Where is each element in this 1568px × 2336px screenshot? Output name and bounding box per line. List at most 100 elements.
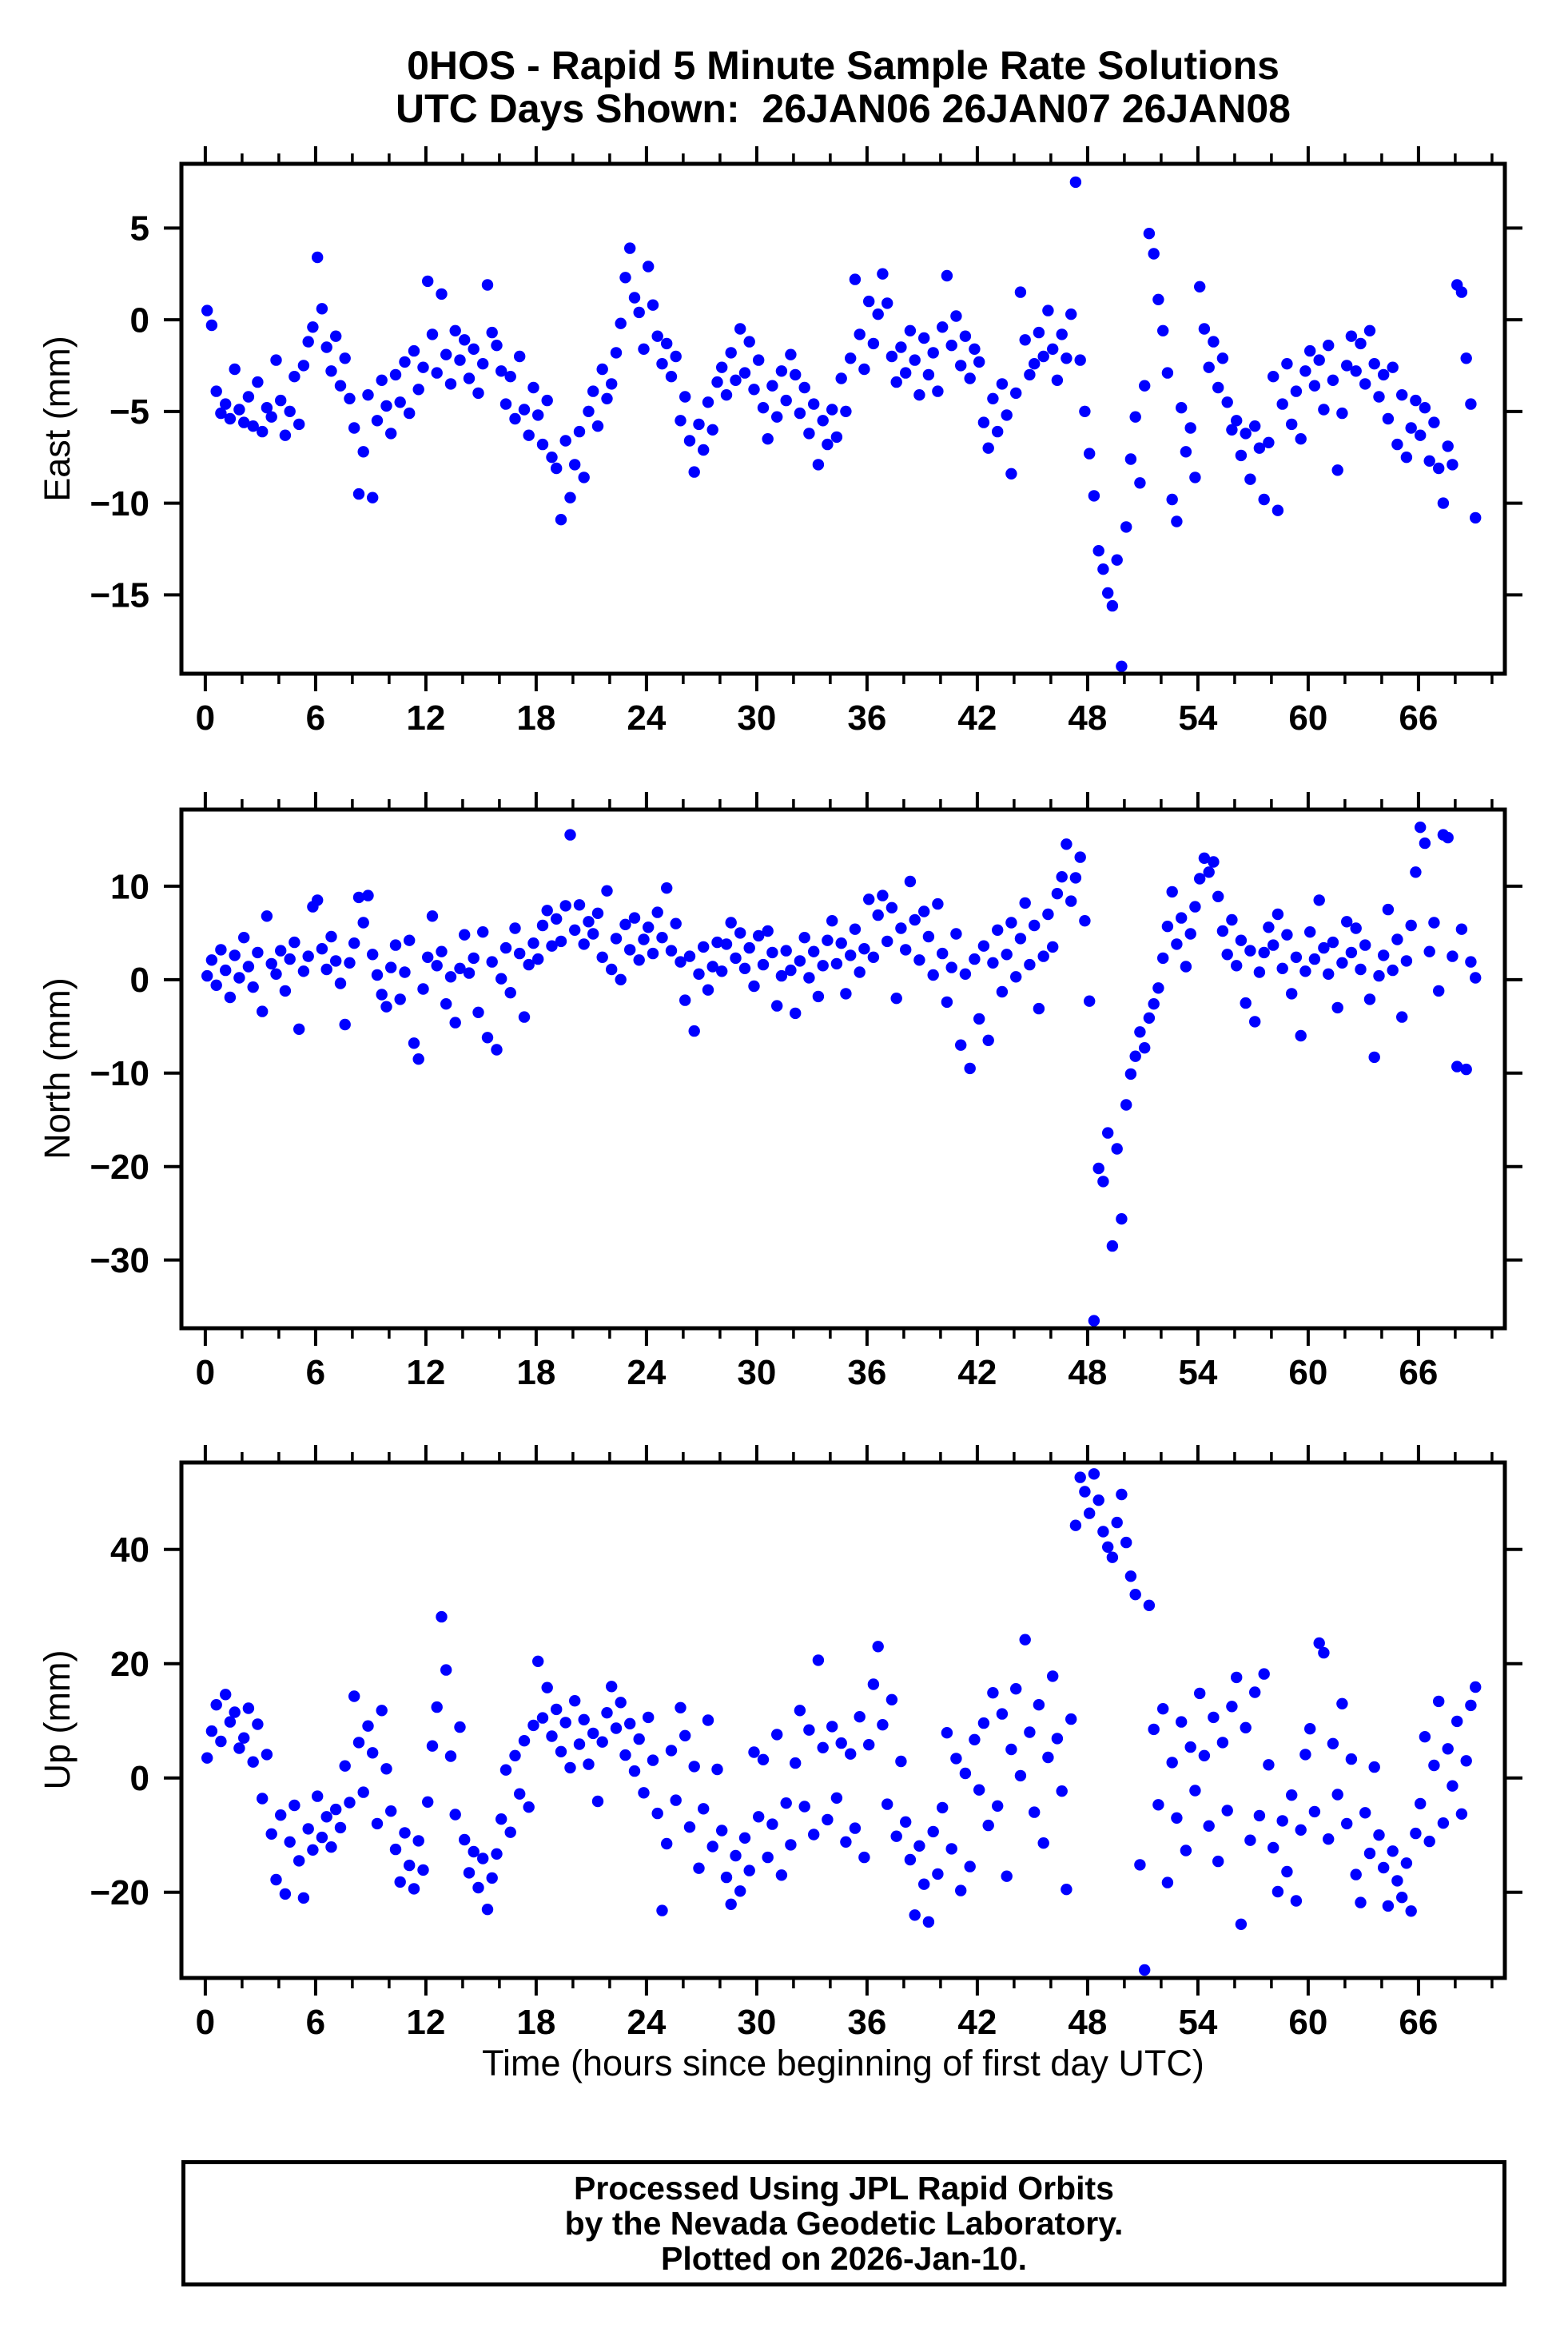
data-point	[675, 415, 686, 427]
data-point	[1336, 1697, 1348, 1709]
data-point	[509, 412, 521, 425]
data-point	[1194, 873, 1206, 885]
data-point	[1010, 971, 1022, 983]
data-point	[509, 1749, 521, 1761]
data-point	[422, 275, 434, 288]
data-point	[1194, 281, 1206, 292]
data-point	[477, 1852, 489, 1864]
data-point	[987, 1687, 999, 1699]
data-point	[1470, 972, 1482, 984]
data-point	[252, 1718, 264, 1730]
data-point	[376, 374, 388, 386]
data-point	[1005, 917, 1017, 929]
data-point	[1323, 340, 1335, 352]
data-point	[468, 952, 480, 965]
data-point	[734, 1885, 746, 1897]
data-point	[1065, 308, 1077, 320]
x-tick-label: 42	[957, 2003, 997, 2042]
data-point	[1400, 1857, 1413, 1869]
data-point	[785, 1839, 797, 1851]
data-point	[316, 943, 328, 955]
data-point	[578, 938, 590, 950]
data-point	[1231, 1671, 1243, 1684]
data-point	[1410, 394, 1422, 407]
data-point	[1290, 385, 1303, 397]
data-point	[569, 459, 581, 471]
data-point	[638, 1787, 650, 1799]
data-point	[591, 1795, 604, 1808]
data-point	[412, 1835, 424, 1847]
data-point	[1240, 997, 1252, 1009]
data-point	[1180, 1845, 1192, 1856]
plot-title: 0HOS - Rapid 5 Minute Sample Rate Soluti…	[407, 43, 1279, 88]
data-point	[794, 1705, 806, 1717]
data-point	[532, 409, 544, 421]
data-point	[261, 910, 273, 922]
data-point	[399, 1827, 411, 1839]
data-point	[1382, 903, 1395, 916]
data-point	[339, 1018, 351, 1031]
data-point	[1382, 1900, 1395, 1912]
data-point	[344, 392, 356, 404]
data-point	[1088, 490, 1100, 502]
data-point	[367, 949, 379, 961]
data-point	[1299, 1749, 1311, 1761]
data-point	[794, 407, 806, 420]
data-point	[817, 1741, 829, 1753]
data-point	[1258, 1668, 1270, 1680]
data-point	[312, 894, 324, 906]
data-point	[794, 955, 806, 967]
data-point	[205, 954, 218, 966]
data-point	[289, 936, 300, 949]
data-point	[463, 967, 476, 979]
data-point	[941, 269, 953, 282]
data-point	[817, 415, 829, 427]
data-point	[546, 940, 558, 952]
data-point	[840, 405, 852, 417]
data-point	[900, 367, 912, 379]
data-point	[536, 1712, 549, 1724]
data-point	[808, 945, 820, 957]
data-point	[279, 1888, 292, 1900]
data-point	[297, 965, 310, 977]
data-point	[1157, 952, 1169, 965]
data-point	[1318, 404, 1330, 416]
data-point	[716, 1825, 728, 1837]
data-point	[459, 929, 471, 941]
data-point	[1029, 1806, 1041, 1818]
data-point	[803, 972, 815, 984]
data-point	[798, 381, 810, 394]
data-point	[730, 374, 742, 386]
data-point	[408, 1883, 420, 1895]
data-point	[927, 1825, 939, 1838]
data-point	[1313, 1637, 1325, 1650]
data-point	[1359, 378, 1371, 390]
data-point	[1037, 1837, 1049, 1849]
data-point	[734, 323, 746, 335]
data-point	[743, 1864, 755, 1876]
data-point	[1268, 371, 1279, 383]
data-point	[320, 1811, 332, 1823]
data-point	[591, 420, 604, 432]
data-point	[757, 958, 770, 971]
data-point	[436, 1610, 448, 1623]
data-point	[468, 1845, 480, 1858]
data-point	[1415, 1797, 1427, 1810]
data-point	[1208, 1711, 1220, 1724]
data-point	[1014, 933, 1027, 945]
data-point	[1029, 358, 1041, 370]
data-point	[913, 1840, 925, 1852]
data-point	[1423, 455, 1435, 467]
data-point	[532, 953, 544, 965]
data-point	[987, 957, 999, 969]
data-point	[955, 1884, 967, 1896]
x-tick-label: 48	[1068, 1353, 1107, 1392]
data-point	[1033, 1002, 1045, 1015]
data-point	[720, 1871, 733, 1884]
data-point	[863, 893, 875, 905]
x-tick-label: 6	[306, 1353, 325, 1392]
data-point	[385, 1805, 397, 1817]
data-point	[1139, 1042, 1151, 1054]
data-point	[738, 367, 751, 379]
data-point	[1084, 995, 1096, 1007]
